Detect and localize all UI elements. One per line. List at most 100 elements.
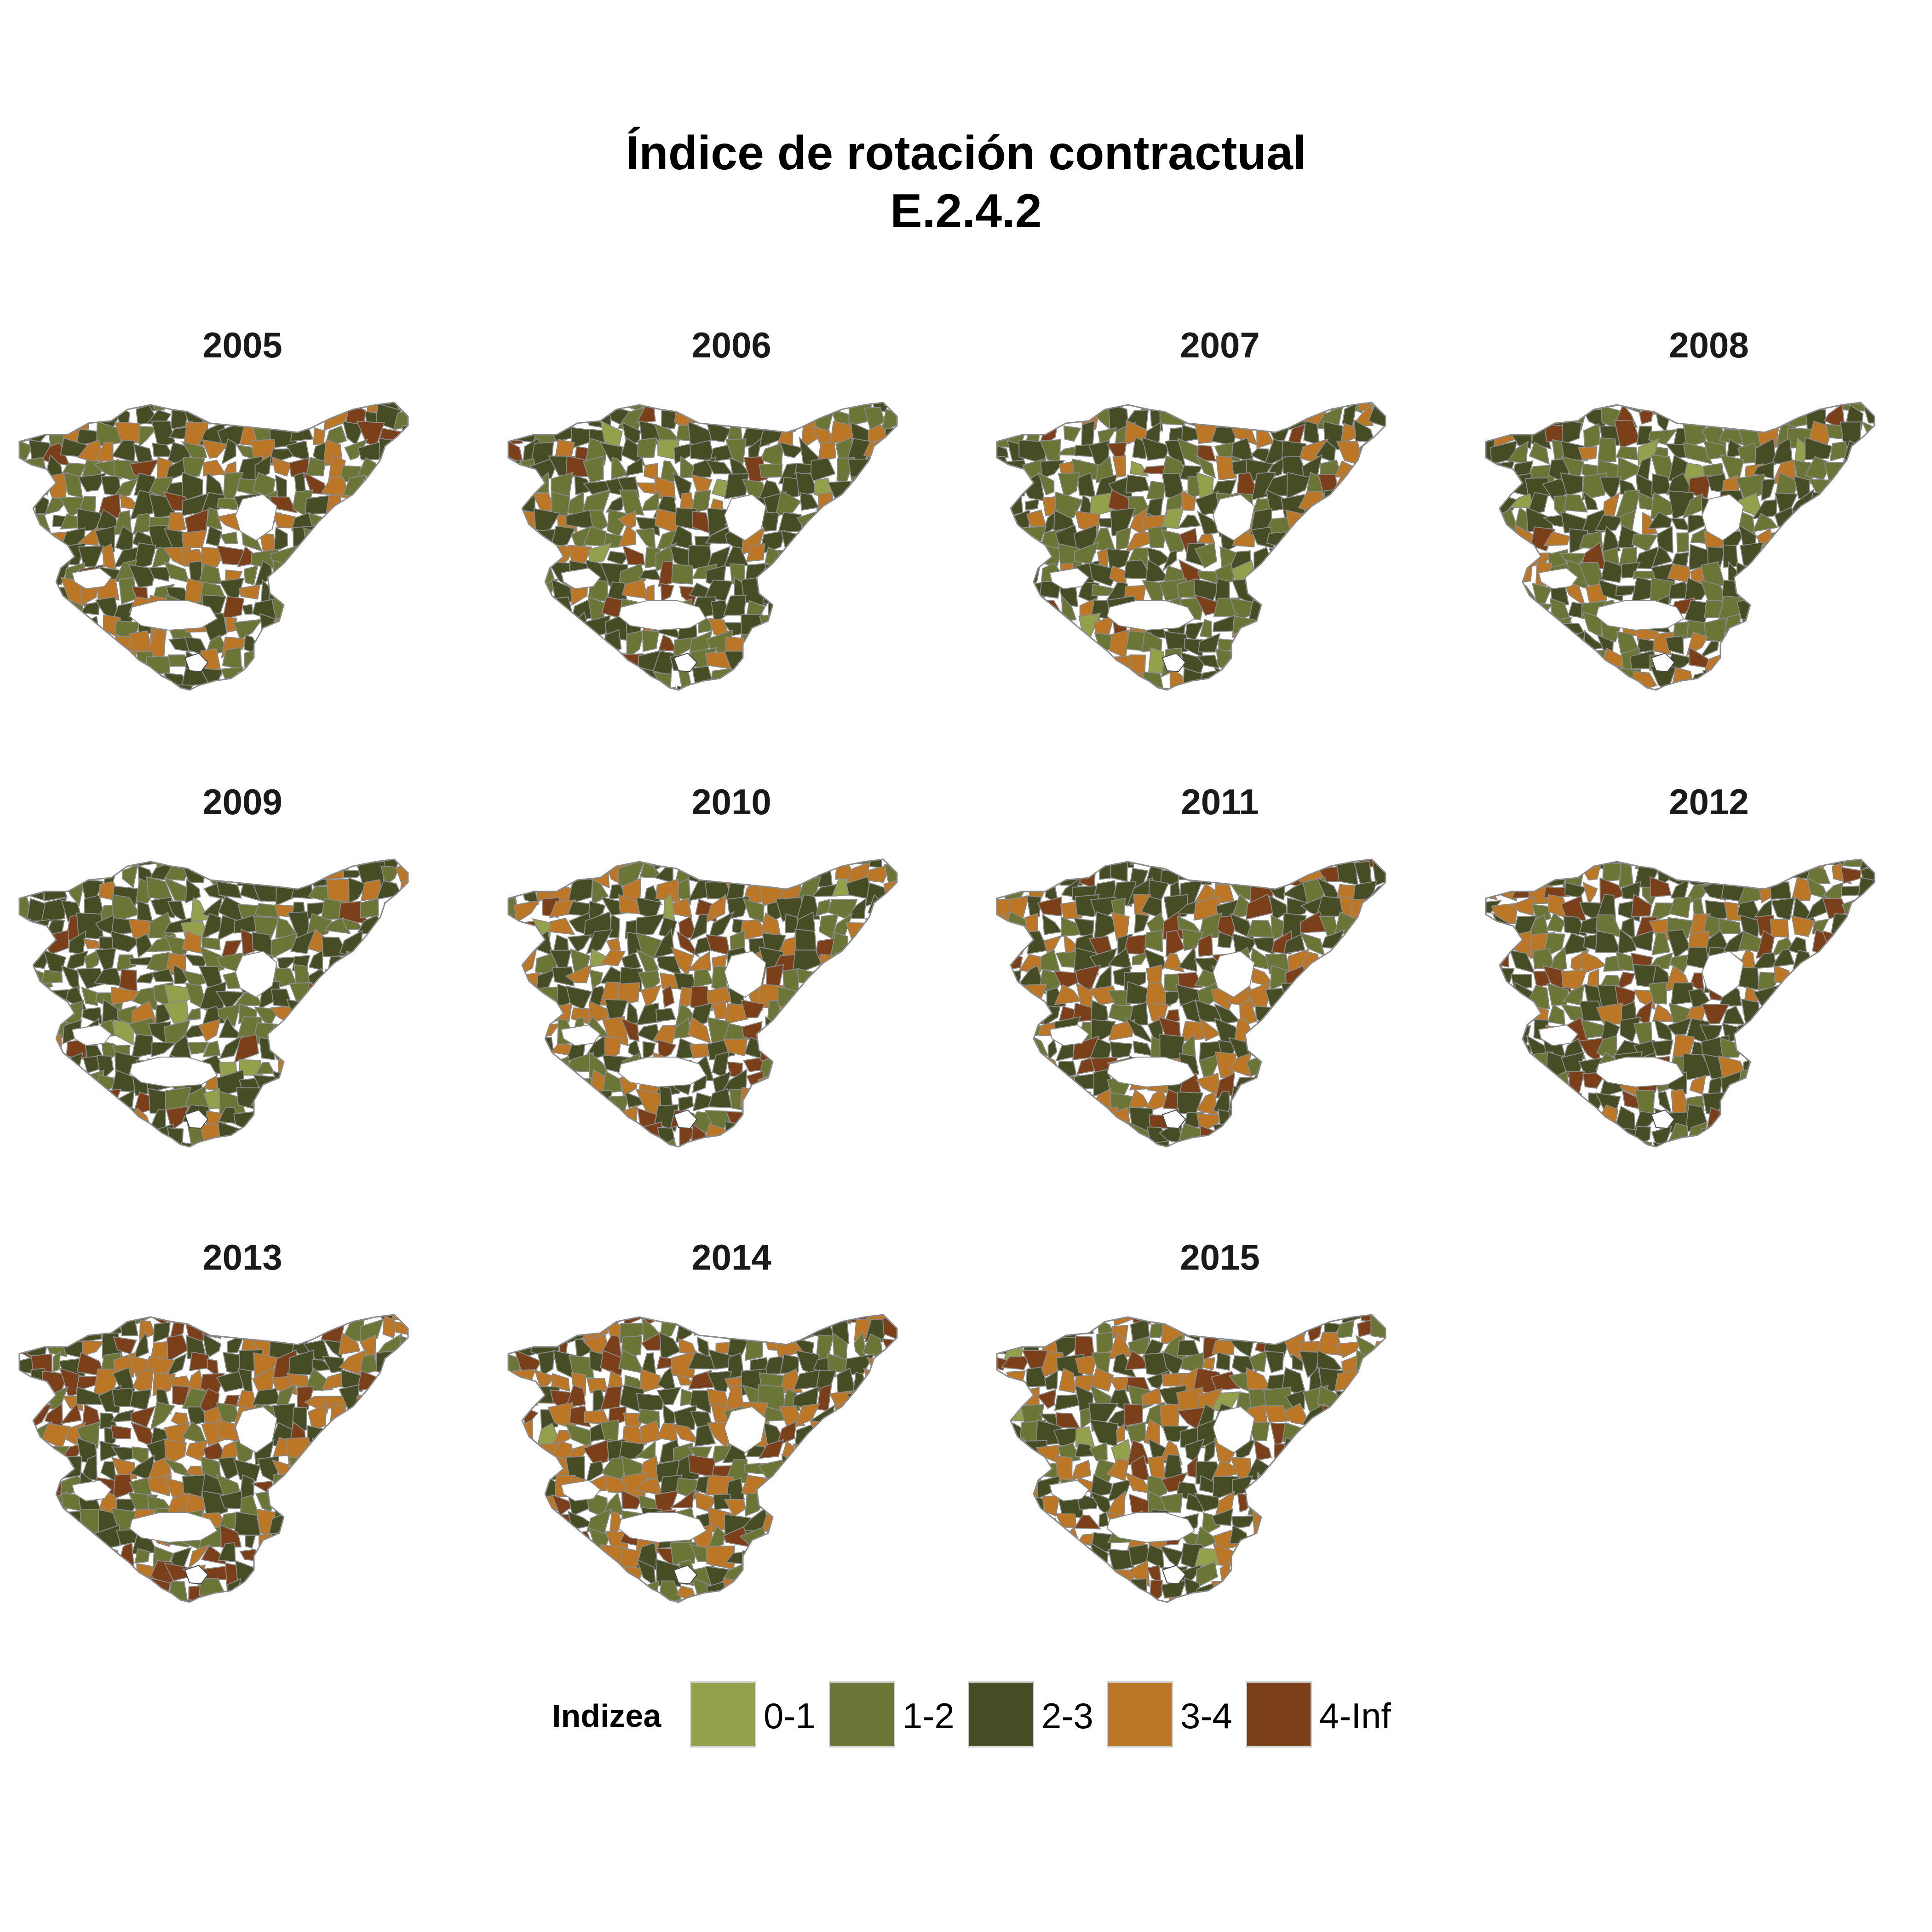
municipality	[1389, 1038, 1413, 1062]
excluded-area	[129, 1057, 218, 1088]
municipality	[1788, 1086, 1814, 1112]
municipality	[868, 985, 887, 1004]
municipality	[1881, 1112, 1904, 1127]
municipality	[1310, 579, 1324, 607]
municipality	[759, 463, 783, 478]
municipality	[690, 1140, 712, 1147]
municipality	[883, 878, 897, 899]
municipality	[832, 1425, 853, 1450]
municipality	[1844, 1163, 1861, 1170]
municipality	[343, 1315, 362, 1320]
municipality	[1617, 928, 1636, 955]
municipality	[1491, 1069, 1512, 1097]
municipality	[831, 859, 853, 864]
municipality	[851, 684, 870, 690]
municipality	[233, 1459, 261, 1482]
municipality	[66, 1577, 80, 1602]
municipality	[29, 583, 48, 605]
municipality	[1079, 859, 1100, 869]
municipality	[814, 1021, 831, 1040]
municipality	[19, 1423, 28, 1448]
municipality	[327, 1109, 348, 1133]
municipality	[181, 441, 207, 460]
municipality	[372, 635, 401, 652]
municipality	[1566, 701, 1583, 713]
municipality	[1761, 479, 1776, 501]
municipality	[23, 1489, 54, 1518]
municipality	[1333, 1089, 1356, 1112]
municipality	[1039, 402, 1063, 430]
municipality	[307, 562, 324, 587]
municipality	[886, 1350, 897, 1379]
municipality	[997, 911, 1012, 942]
municipality	[744, 683, 768, 690]
municipality	[1879, 689, 1901, 712]
municipality	[1493, 402, 1519, 405]
municipality	[184, 859, 211, 872]
municipality	[359, 1035, 386, 1064]
municipality	[1335, 671, 1357, 684]
municipality	[553, 656, 573, 673]
municipality	[411, 666, 438, 690]
municipality	[654, 701, 679, 713]
municipality	[920, 530, 939, 552]
municipality	[366, 1509, 374, 1530]
municipality	[1393, 543, 1412, 569]
municipality	[898, 532, 926, 547]
municipality	[327, 1075, 350, 1096]
municipality	[185, 879, 201, 904]
municipality	[1631, 893, 1652, 917]
municipality	[915, 441, 936, 463]
municipality	[19, 1405, 35, 1424]
municipality	[1745, 859, 1762, 884]
municipality	[589, 1350, 604, 1372]
municipality	[341, 527, 362, 554]
municipality	[1351, 489, 1378, 516]
municipality	[1133, 1150, 1153, 1165]
municipality	[1829, 1106, 1852, 1128]
municipality	[1178, 1159, 1200, 1170]
municipality	[96, 1544, 124, 1572]
municipality	[1824, 564, 1851, 589]
municipality	[1702, 1157, 1725, 1170]
municipality	[1586, 1110, 1599, 1132]
municipality	[306, 1159, 329, 1170]
municipality	[1037, 472, 1055, 495]
municipality	[287, 702, 314, 713]
municipality	[1425, 1096, 1427, 1115]
municipality	[730, 682, 753, 690]
municipality	[1389, 918, 1413, 938]
municipality	[65, 950, 89, 972]
municipality	[1019, 1109, 1046, 1134]
municipality	[1317, 1033, 1337, 1063]
municipality	[1807, 1131, 1835, 1147]
municipality	[1355, 506, 1376, 531]
municipality	[919, 1368, 938, 1394]
municipality	[273, 403, 299, 432]
municipality	[43, 864, 70, 884]
municipality	[678, 915, 698, 939]
municipality	[518, 1444, 542, 1466]
municipality	[1423, 969, 1427, 992]
municipality	[1316, 1018, 1343, 1039]
municipality	[426, 428, 449, 447]
municipality	[323, 1622, 344, 1625]
municipality	[426, 531, 449, 548]
municipality	[1073, 703, 1098, 713]
municipality	[902, 878, 923, 902]
municipality	[239, 1596, 258, 1602]
municipality	[540, 1089, 554, 1115]
municipality	[586, 1122, 606, 1147]
municipality	[391, 1402, 408, 1431]
municipality	[827, 1442, 852, 1460]
municipality	[1180, 1021, 1206, 1042]
municipality	[864, 1156, 888, 1170]
municipality	[1055, 684, 1082, 690]
municipality	[780, 1354, 799, 1374]
municipality	[1760, 702, 1778, 713]
municipality	[286, 1437, 312, 1467]
municipality	[43, 1597, 64, 1602]
municipality	[775, 490, 802, 517]
municipality	[508, 1139, 518, 1147]
municipality	[380, 670, 400, 690]
